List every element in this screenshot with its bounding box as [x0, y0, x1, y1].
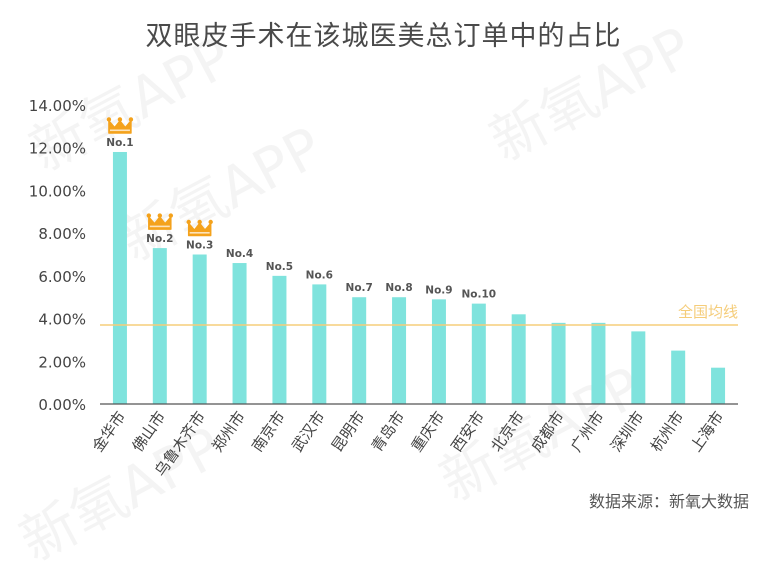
crown-icon-band: [189, 232, 210, 234]
bar: [312, 284, 327, 404]
crown-icon: [148, 216, 172, 230]
bar: [392, 297, 407, 404]
bar: [551, 322, 566, 404]
crown-icon-jewel: [146, 213, 152, 218]
rank-label: No.4: [226, 248, 253, 260]
bar-chart: 0.00% 2.00% 4.00% 6.00% 8.00% 10.00% 12.00% 14.…: [29, 97, 738, 480]
y-tick-label: 0.00%: [38, 396, 86, 414]
bar: [112, 151, 127, 404]
rank-label: No.2: [146, 233, 173, 245]
bar: [511, 314, 526, 404]
x-tick-label: 深圳市: [607, 408, 648, 455]
crown-icon-band: [109, 129, 130, 132]
y-tick-label: 14.00%: [29, 97, 86, 115]
x-tick-label: 杭州市: [647, 408, 688, 455]
crown-icon-jewel: [208, 219, 213, 225]
bar: [232, 263, 247, 404]
rank-label: No.10: [462, 289, 497, 301]
bar: [711, 367, 726, 404]
data-source: 数据来源：新氧大数据: [588, 492, 749, 511]
x-tick-label: 郑州市: [208, 408, 249, 455]
x-tick-label: 昆明市: [328, 408, 369, 455]
x-tick-label: 北京市: [487, 408, 528, 455]
crown-icon-jewel: [117, 117, 123, 122]
average-line-label: 全国均线: [678, 303, 738, 321]
crown-icon-band: [149, 225, 170, 228]
rank-label: No.5: [266, 261, 293, 273]
y-tick-label: 2.00%: [38, 353, 86, 371]
y-tick-label: 8.00%: [38, 225, 86, 243]
rank-label: No.8: [385, 282, 412, 294]
bar: [471, 303, 486, 404]
crown-icon-jewel: [197, 219, 202, 225]
crown-icon: [108, 120, 132, 134]
bar: [192, 254, 207, 404]
y-tick-label: 10.00%: [29, 182, 86, 200]
bar: [431, 299, 446, 404]
y-tick-label: 4.00%: [38, 311, 86, 329]
rank-label: No.3: [186, 240, 213, 252]
bar: [671, 350, 686, 404]
x-tick-label: 金华市: [89, 408, 130, 455]
x-tick-label: 青岛市: [368, 408, 409, 455]
chart-title: 双眼皮手术在该城医美总订单中的占比: [145, 21, 622, 52]
crown-icon-jewel: [157, 213, 163, 218]
x-tick-label: 成都市: [527, 408, 568, 455]
rank-label: No.9: [425, 284, 452, 296]
bar: [591, 322, 606, 404]
rank-label: No.1: [106, 137, 133, 149]
crown-icon-jewel: [128, 117, 134, 122]
x-tick-label: 武汉市: [288, 408, 329, 455]
x-tick-label: 重庆市: [408, 408, 449, 455]
y-tick-label: 12.00%: [29, 140, 86, 158]
bar: [272, 275, 287, 404]
x-tick-label: 西安市: [448, 408, 489, 455]
y-tick-label: 6.00%: [38, 268, 86, 286]
x-tick-label: 佛山市: [129, 408, 170, 455]
rank-label: No.7: [346, 282, 373, 294]
crown-icon: [187, 222, 212, 237]
x-tick-label: 上海市: [687, 408, 728, 455]
crown-icon-jewel: [106, 117, 112, 122]
bar: [152, 248, 167, 404]
x-tick-label: 广州市: [567, 408, 608, 455]
bar: [352, 297, 367, 404]
bar: [631, 331, 646, 404]
rank-label: No.6: [306, 269, 333, 281]
x-tick-label: 南京市: [248, 408, 289, 455]
crown-icon-jewel: [186, 219, 191, 225]
crown-icon-jewel: [168, 213, 174, 218]
